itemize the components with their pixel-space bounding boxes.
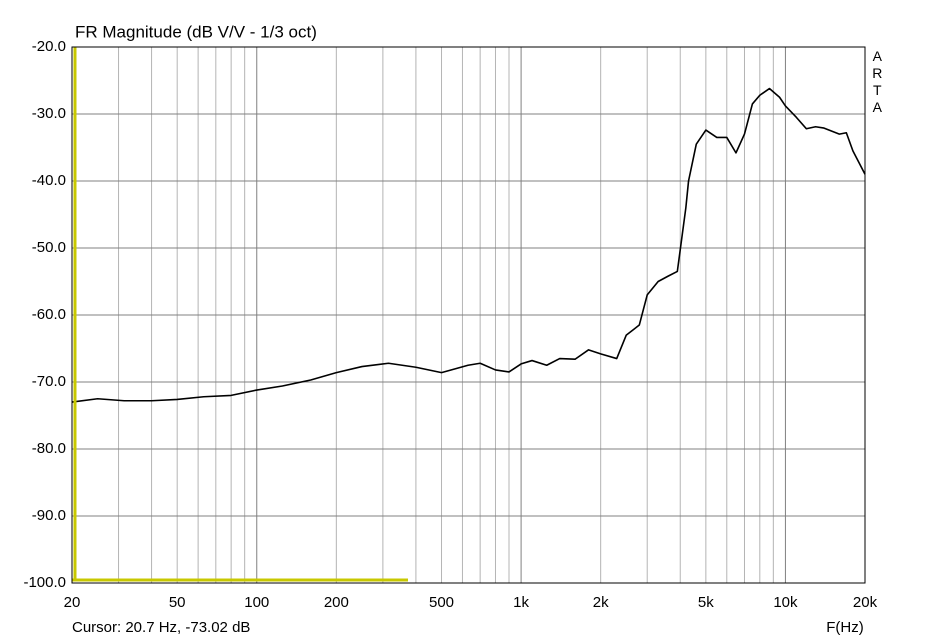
x-tick-label: 1k	[513, 594, 529, 611]
y-tick-label: -80.0	[32, 440, 66, 457]
x-tick-label: 50	[169, 594, 186, 611]
y-tick-label: -20.0	[32, 38, 66, 55]
x-tick-label: 200	[324, 594, 349, 611]
y-tick-label: -30.0	[32, 105, 66, 122]
y-tick-label: -70.0	[32, 373, 66, 390]
x-tick-label: 20	[64, 594, 81, 611]
response-curve	[71, 87, 866, 403]
y-tick-label: -90.0	[32, 507, 66, 524]
plot	[71, 87, 866, 403]
y-tick-label: -100.0	[23, 574, 66, 591]
cursor-readout: Cursor: 20.7 Hz, -73.02 dB	[72, 619, 250, 636]
x-axis-label: F(Hz)	[826, 619, 864, 636]
x-tick-label: 2k	[593, 594, 609, 611]
x-tick-label: 500	[429, 594, 454, 611]
watermark: ARTA	[869, 48, 885, 116]
y-tick-label: -50.0	[32, 239, 66, 256]
chart-title: FR Magnitude (dB V/V - 1/3 oct)	[75, 22, 317, 41]
y-tick-label: -60.0	[32, 306, 66, 323]
plot-frame	[71, 46, 866, 584]
x-tick-label: 5k	[698, 594, 714, 611]
x-tick-label: 10k	[773, 594, 798, 611]
y-tick-label: -40.0	[32, 172, 66, 189]
x-tick-label: 20k	[853, 594, 878, 611]
x-tick-label: 100	[244, 594, 269, 611]
